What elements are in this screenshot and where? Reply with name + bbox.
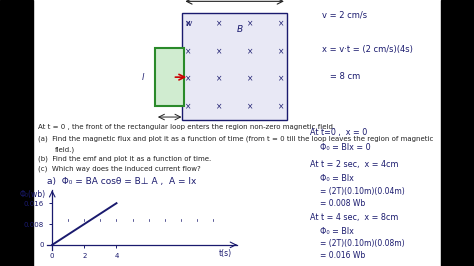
Text: ×: × [278,19,284,28]
Text: ×: × [247,102,253,111]
Text: B: B [237,25,243,34]
Text: ×: × [278,74,284,84]
Text: ×: × [216,47,222,56]
Text: t(s): t(s) [219,249,232,258]
Text: Φ₀ = Blx: Φ₀ = Blx [320,174,354,183]
Text: = (2T)(0.10m)(0.04m): = (2T)(0.10m)(0.04m) [320,187,405,196]
Text: l: l [142,73,145,82]
Text: Φ₀ = Blx: Φ₀ = Blx [69,194,107,203]
Text: = 0.008 Wb: = 0.008 Wb [320,199,365,208]
Text: At t = 2 sec,  x = 4cm: At t = 2 sec, x = 4cm [310,160,399,169]
Text: a)  Φ₀ = BA cosθ = B⊥ A ,  A = lx: a) Φ₀ = BA cosθ = B⊥ A , A = lx [47,177,197,186]
Text: ×: × [278,47,284,56]
Text: = 0.016 Wb: = 0.016 Wb [320,251,365,260]
Bar [441,0,474,266]
Text: ×: × [216,102,222,111]
Bar [182,13,287,120]
Text: At t=0 ,  x = 0: At t=0 , x = 0 [310,128,368,137]
Text: x = v·t = (2 cm/s)(4s): x = v·t = (2 cm/s)(4s) [322,45,413,54]
Text: ×: × [185,102,191,111]
Text: At t = 0 , the front of the rectangular loop enters the region non-zero magnetic: At t = 0 , the front of the rectangular … [38,124,335,130]
Text: = 8 cm: = 8 cm [322,72,361,81]
Text: ×: × [247,74,253,84]
Text: ×: × [278,102,284,111]
Text: ×: × [247,19,253,28]
Text: Φ₀ = Blx: Φ₀ = Blx [320,227,354,236]
Text: ×: × [247,47,253,56]
Text: Φ₀(wb): Φ₀(wb) [19,190,46,199]
Text: w: w [185,19,191,28]
Text: (b)  Find the emf and plot it as a function of time.: (b) Find the emf and plot it as a functi… [38,156,211,162]
Text: (a)  Find the magnetic flux and plot it as a function of time (from t = 0 till t: (a) Find the magnetic flux and plot it a… [38,136,433,142]
Text: ×: × [216,19,222,28]
Text: (c)  Which way does the induced current flow?: (c) Which way does the induced current f… [38,165,201,172]
Text: field.): field.) [55,146,74,153]
Bar [0,0,33,266]
Text: ×: × [185,19,191,28]
Text: = (2T)(0.10m)(0.08m): = (2T)(0.10m)(0.08m) [320,239,405,248]
Text: ×: × [185,74,191,84]
Text: v = 2 cm/s: v = 2 cm/s [322,11,367,20]
Text: Φ₀ = Blx = 0: Φ₀ = Blx = 0 [320,143,371,152]
Text: At t = 4 sec,  x = 8cm: At t = 4 sec, x = 8cm [310,213,399,222]
Bar [155,48,184,106]
Text: ×: × [216,74,222,84]
Text: ×: × [185,47,191,56]
